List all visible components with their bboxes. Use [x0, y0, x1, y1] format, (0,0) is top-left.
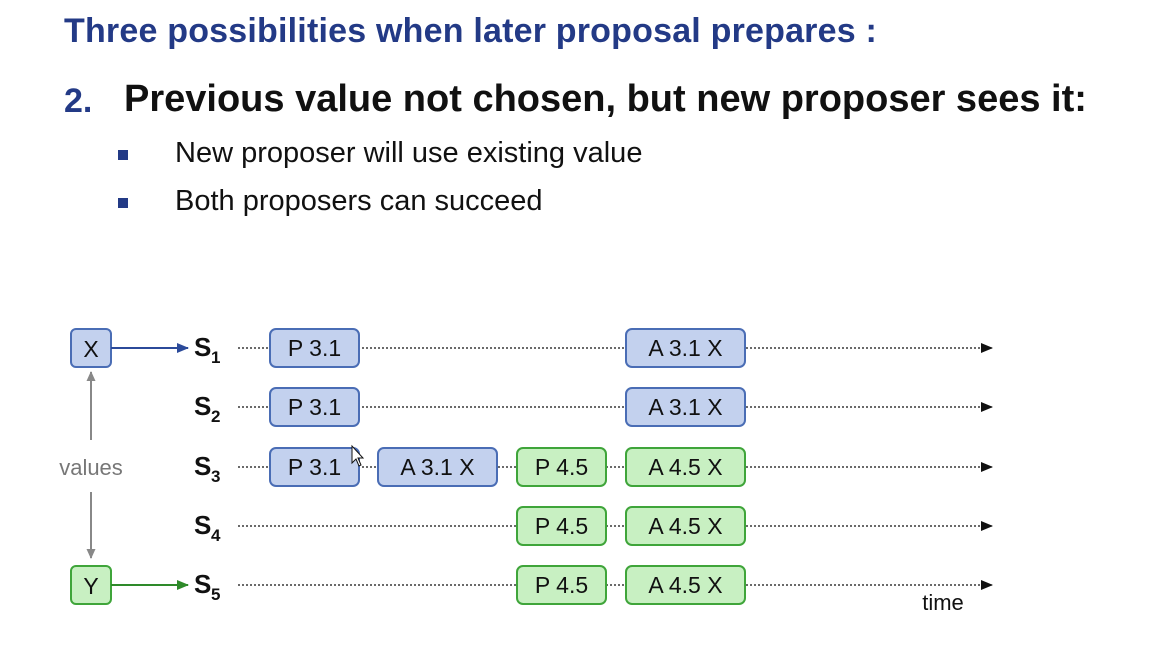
- server-subscript-2: 2: [211, 407, 220, 426]
- point-number: 2.: [64, 82, 93, 120]
- value-x-label: X: [83, 336, 98, 362]
- event-label-s4-1: P 4.5: [535, 513, 588, 539]
- event-label-s2-2: A 3.1 X: [648, 394, 722, 420]
- event-box-s3-1: [269, 447, 360, 487]
- event-label-s2-1: P 3.1: [288, 394, 341, 420]
- server-subscript-1: 1: [211, 348, 220, 367]
- bullet-marker-2: [118, 198, 128, 208]
- value-y-label: Y: [83, 573, 98, 599]
- event-box-s3-2: [377, 447, 498, 487]
- server-label-2: S: [194, 391, 211, 421]
- event-box-s4-1: [516, 506, 607, 546]
- event-box-s1-1: [269, 328, 360, 368]
- slide-title: Three possibilities when later proposal …: [64, 12, 878, 50]
- bullet-text-1: New proposer will use existing value: [175, 137, 643, 169]
- event-label-s5-1: P 4.5: [535, 572, 588, 598]
- event-label-s3-1: P 3.1: [288, 454, 341, 480]
- time-label: time: [922, 590, 964, 615]
- bullet-text-2: Both proposers can succeed: [175, 185, 543, 217]
- event-label-s1-1: P 3.1: [288, 335, 341, 361]
- event-label-s1-2: A 3.1 X: [648, 335, 722, 361]
- server-label-1: S: [194, 332, 211, 362]
- event-box-s5-2: [625, 565, 746, 605]
- server-subscript-3: 3: [211, 467, 220, 486]
- event-box-s3-4: [625, 447, 746, 487]
- bullet-marker-1: [118, 150, 128, 160]
- event-box-s5-1: [516, 565, 607, 605]
- event-box-s2-2: [625, 387, 746, 427]
- server-subscript-4: 4: [211, 526, 221, 545]
- event-box-s4-2: [625, 506, 746, 546]
- event-label-s3-4: A 4.5 X: [648, 454, 722, 480]
- point-heading: Previous value not chosen, but new propo…: [124, 78, 1087, 120]
- server-label-4: S: [194, 510, 211, 540]
- event-label-s3-2: A 3.1 X: [400, 454, 474, 480]
- event-box-s1-2: [625, 328, 746, 368]
- mouse-pointer-icon: [351, 444, 365, 467]
- event-box-s2-1: [269, 387, 360, 427]
- event-label-s5-2: A 4.5 X: [648, 572, 722, 598]
- server-label-3: S: [194, 451, 211, 481]
- server-subscript-5: 5: [211, 585, 220, 604]
- server-label-5: S: [194, 569, 211, 599]
- event-label-s3-3: P 4.5: [535, 454, 588, 480]
- event-label-s4-2: A 4.5 X: [648, 513, 722, 539]
- values-label: values: [59, 455, 123, 480]
- event-box-s3-3: [516, 447, 607, 487]
